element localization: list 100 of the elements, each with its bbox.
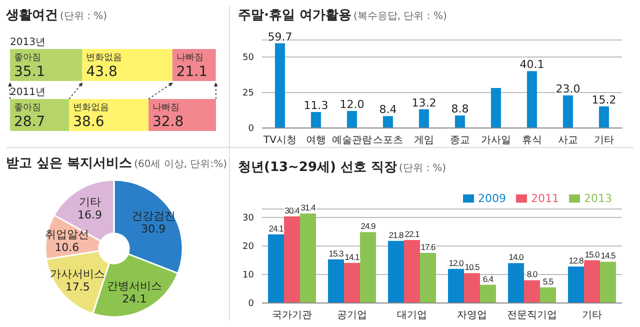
bar [448,268,464,303]
bar [328,259,344,303]
x-tick-label: 기타 [594,135,614,146]
bar [600,262,616,303]
bar [388,240,404,303]
data-label: 40.1 [520,58,544,72]
y-tick-label: 2013년 [10,37,46,48]
x-tick-label: 공기업 [337,310,367,322]
x-tick-label: TV시청 [262,135,296,146]
data-label: 10.6 [54,241,80,254]
legend-label: 2011 [531,192,559,205]
chart-title: 생활여건 [6,8,58,23]
bar [480,284,496,303]
bar [568,266,584,303]
data-label: 12.0 [448,258,464,268]
x-tick-label: 게임 [414,135,434,146]
x-tick-label: 기타 [582,310,602,322]
bar [508,263,524,303]
x-tick-label: 종교 [450,135,470,146]
legend-label: 2013 [584,192,612,205]
data-label: 28.7 [14,114,46,130]
data-label: 15.0 [584,249,600,260]
y-tick-label: 25 [242,88,254,99]
y-tick-label: 2011년 [10,87,46,98]
data-label: 14.5 [600,250,616,261]
chart-title: 주말·휴일 여가활용 [238,8,352,23]
y-tick-label: 0 [248,124,254,134]
legend-label: 2009 [478,192,506,205]
chart-title: 청년(13~29세) 선호 직장 [238,160,398,175]
bar [10,49,82,81]
data-label: 10.5 [464,262,480,272]
data-label: 8.8 [451,102,469,116]
chart-subtitle: (단위 : %) [60,11,108,22]
data-label: 59.7 [268,30,292,44]
x-tick-label: 예술관람 [332,135,372,146]
bar [268,234,284,303]
bar [464,273,480,303]
series-label: 변화없음 [86,53,122,63]
slice-label: 기타 [78,195,101,208]
bar [82,49,172,81]
x-tick-label: 국가기관 [272,310,312,322]
data-label: 17.5 [65,280,90,294]
bar [360,232,376,303]
data-label: 43.8 [86,64,118,80]
data-label: 35.1 [14,64,46,80]
y-tick-label: 20 [242,242,254,252]
text: 나빠짐 [152,103,180,113]
data-label: 14.0 [508,252,524,262]
data-label: 8.0 [526,269,538,280]
x-tick-label: 사교 [558,135,578,146]
slice-label: 가사서비스 [50,268,106,281]
x-tick-label: 자영업 [457,310,487,322]
data-label: 24.1 [268,223,284,234]
x-tick-label: 휴식 [522,135,542,146]
bar [284,216,300,303]
data-label: 6.4 [482,274,494,284]
data-label: 15.3 [328,248,344,258]
bar [420,252,436,303]
data-label: 31.4 [300,202,316,213]
slice-label: 취업알선 [44,228,89,242]
data-label: 16.9 [78,208,102,222]
bar [310,112,321,128]
bar [418,109,429,128]
x-tick-label: 스포츠 [373,135,403,146]
data-label: 12.8 [568,256,584,266]
slice-label: 간병서비스 [106,280,162,293]
bar [524,280,540,303]
series-label: 좋아짐 [14,53,41,63]
series-label: 나빠짐 [176,53,204,63]
x-tick-label: 여행 [306,135,326,146]
x-tick-label: 전문직기업 [507,310,557,322]
chart-subtitle: (복수응답, 단위 : %) [353,11,447,22]
x-tick-label: 대기업 [397,310,427,322]
text: 변화없음 [73,103,110,113]
data-label: 15.2 [592,93,616,106]
y-tick-label: 0 [248,299,254,310]
bar [346,110,357,128]
bar [598,106,609,128]
data-label: 23.0 [556,82,580,96]
data-label: 30.9 [141,222,166,236]
bar [562,95,573,128]
bar [300,214,316,303]
data-label: 17.6 [420,242,436,252]
slice-label: 건강검진 [131,210,176,223]
y-tick-label: 10 [242,270,254,281]
bar [584,260,600,303]
data-label: 21.1 [176,64,208,80]
chart-subtitle: (60세 이상, 단위:%) [134,159,227,170]
bar [490,88,501,128]
bar [454,116,465,128]
data-label: 21.8 [388,230,404,240]
chart-subtitle: (단위 : %) [399,163,446,174]
data-label: 5.5 [542,276,554,286]
text: 좋아짐 [14,103,41,113]
x-tick-label: 가사일 [481,135,511,146]
data-label: 8.4 [379,103,397,116]
bar [526,71,537,128]
bar [344,262,360,303]
data-label: 38.6 [73,114,104,130]
bar [382,116,393,128]
